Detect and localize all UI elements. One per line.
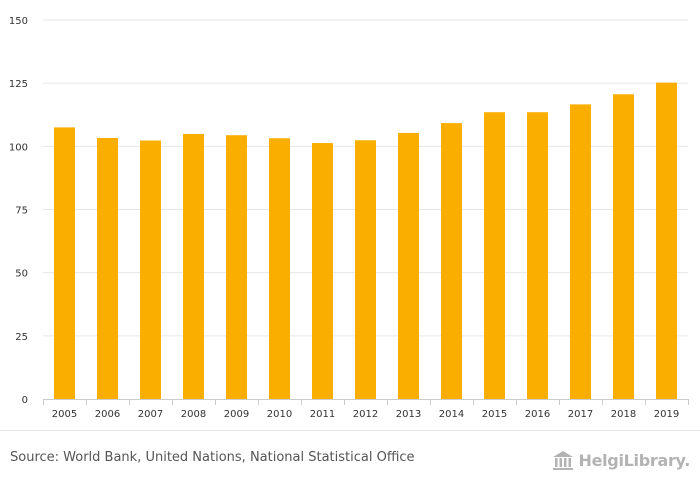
bar-2012[interactable]	[355, 140, 376, 399]
bar-2006[interactable]	[97, 137, 118, 399]
y-tick-label: 150	[9, 16, 28, 27]
x-tick-label: 2007	[138, 409, 163, 420]
x-tick-label: 2011	[310, 409, 335, 420]
bar-2005[interactable]	[54, 127, 75, 399]
x-tick-label: 2005	[52, 409, 77, 420]
x-tick-label: 2006	[95, 409, 120, 420]
x-tick-label: 2016	[525, 409, 550, 420]
bar-chart: 0 25 50 75 100 125 150 2005 2006 2007 2008 2009 201…	[9, 16, 689, 420]
source-note: Source: World Bank, United Nations, Nati…	[10, 450, 415, 465]
bar-2008[interactable]	[183, 133, 204, 399]
x-tick-label: 2018	[611, 409, 636, 420]
bar-2018[interactable]	[613, 94, 634, 399]
x-tick-label: 2012	[353, 409, 378, 420]
y-tick-label: 25	[15, 332, 28, 343]
brand-logo[interactable]: HelgiLibrary.	[552, 447, 690, 473]
bars	[54, 82, 677, 400]
x-tick-label: 2014	[439, 409, 464, 420]
y-tick-label: 75	[15, 206, 28, 217]
bar-2007[interactable]	[140, 140, 161, 399]
footer-divider	[0, 430, 700, 431]
bar-2014[interactable]	[441, 123, 462, 399]
bar-2010[interactable]	[269, 138, 290, 400]
y-tick-label: 0	[22, 395, 28, 406]
library-columns-icon	[553, 451, 574, 470]
bar-2015[interactable]	[484, 112, 505, 400]
bar-2019[interactable]	[656, 82, 677, 400]
bar-2009[interactable]	[226, 135, 247, 399]
x-axis-tick-labels: 2005 2006 2007 2008 2009 2010 2011 2012 2013 2014…	[52, 409, 679, 420]
bar-2017[interactable]	[570, 104, 591, 400]
bar-2011[interactable]	[312, 143, 333, 399]
x-tick-label: 2019	[654, 409, 679, 420]
x-tick-label: 2010	[267, 409, 292, 420]
x-tick-label: 2015	[482, 409, 507, 420]
x-axis	[43, 399, 689, 405]
x-tick-label: 2008	[181, 409, 206, 420]
bar-2016[interactable]	[527, 112, 548, 400]
y-tick-label: 125	[9, 79, 28, 90]
x-tick-label: 2017	[568, 409, 593, 420]
y-axis-tick-labels: 0 25 50 75 100 125 150	[9, 16, 28, 406]
brand-name: HelgiLibrary.	[578, 450, 690, 470]
y-tick-label: 100	[9, 142, 28, 153]
x-tick-label: 2013	[396, 409, 421, 420]
bar-2013[interactable]	[398, 132, 419, 399]
y-tick-label: 50	[15, 269, 28, 280]
x-tick-label: 2009	[224, 409, 249, 420]
